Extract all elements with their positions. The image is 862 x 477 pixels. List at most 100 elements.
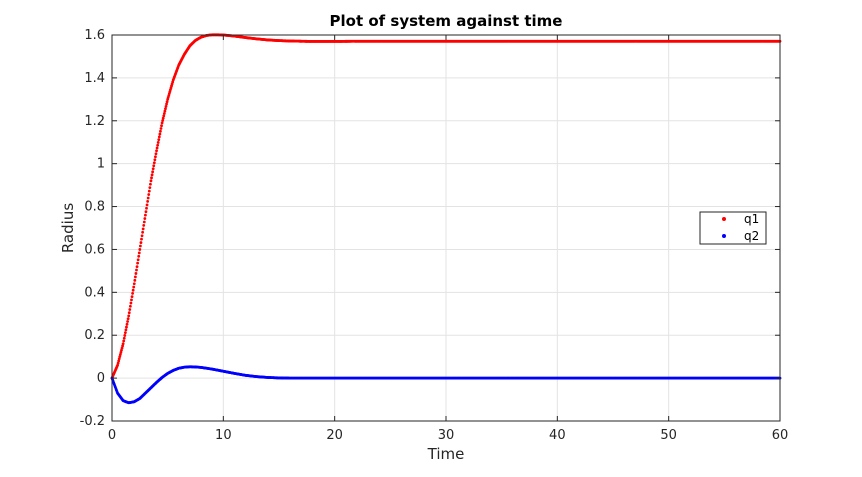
data-point-q1 <box>146 196 150 200</box>
data-point-q1 <box>138 248 142 251</box>
data-point-q1 <box>117 359 121 363</box>
series-q1 <box>110 33 782 380</box>
data-point-q1 <box>134 272 138 275</box>
data-point-q1 <box>141 227 145 231</box>
data-point-q1 <box>165 100 169 104</box>
data-point-q1 <box>142 224 146 227</box>
data-point-q1 <box>144 213 147 217</box>
x-tick-label: 50 <box>660 428 677 443</box>
data-point-q1 <box>125 322 129 326</box>
data-point-q1 <box>127 311 131 315</box>
data-point-q1 <box>131 288 135 292</box>
x-tick-label: 10 <box>215 428 232 443</box>
data-point-q1 <box>136 261 140 265</box>
data-point-q1 <box>161 116 165 120</box>
data-point-q1 <box>141 230 145 234</box>
y-tick-label: 0.4 <box>84 285 105 300</box>
x-tick-label: 20 <box>326 428 343 443</box>
data-point-q1 <box>138 244 142 248</box>
ticks: 0 10 20 30 40 50 60-0.200.20.40.60.811.21.41.6 <box>80 28 789 443</box>
legend-label-q1: q1 <box>744 212 759 226</box>
data-point-q1 <box>142 220 146 224</box>
data-point-q1 <box>120 348 123 352</box>
data-point-q1 <box>126 317 130 321</box>
data-point-q1 <box>151 167 155 171</box>
x-axis-label: Time <box>427 445 465 463</box>
data-point-q1 <box>143 217 147 220</box>
data-point-q1 <box>125 325 128 329</box>
y-tick-label: -0.2 <box>80 414 105 429</box>
data-point-q1 <box>159 127 163 130</box>
data-point-q1 <box>131 292 135 295</box>
data-point-q1 <box>128 308 132 311</box>
data-point-q1 <box>145 206 148 210</box>
y-tick-label: 0.2 <box>84 328 105 343</box>
data-point-q1 <box>151 170 155 174</box>
data-point-q1 <box>119 350 123 354</box>
data-point-q1 <box>140 237 143 241</box>
data-point-q1 <box>117 357 121 361</box>
data-point-q1 <box>152 164 156 168</box>
series-q2 <box>110 365 782 405</box>
y-tick-label: 0.6 <box>84 242 105 257</box>
data-point-q1 <box>140 234 144 238</box>
data-point-q1 <box>144 210 148 214</box>
data-point-q1 <box>162 112 166 115</box>
y-tick-label: 1.2 <box>84 114 105 129</box>
data-point-q1 <box>132 282 136 286</box>
data-point-q1 <box>133 275 137 279</box>
data-point-q1 <box>149 182 152 186</box>
y-axis-label: Radius <box>59 203 77 253</box>
data-point-q1 <box>147 189 151 193</box>
legend-box <box>699 211 767 245</box>
data-point-q1 <box>145 203 149 207</box>
x-tick-label: 60 <box>772 428 789 443</box>
data-point-q1 <box>120 346 124 350</box>
data-point-q1 <box>127 314 131 318</box>
data-point-q1 <box>130 298 133 302</box>
data-point-q1 <box>165 102 168 106</box>
y-tick-label: 0.8 <box>84 200 105 215</box>
data-point-q1 <box>148 186 152 190</box>
x-tick-label: 40 <box>549 428 566 443</box>
data-point-q1 <box>139 241 143 244</box>
data-point-q1 <box>124 328 128 332</box>
x-tick-label: 0 <box>108 428 116 443</box>
data-point-q1 <box>129 301 133 305</box>
data-point-q1 <box>157 138 161 142</box>
legend-label-q2: q2 <box>744 229 759 243</box>
data-point-q1 <box>146 200 150 203</box>
data-point-q1 <box>154 152 158 156</box>
x-tick-label: 30 <box>438 428 455 443</box>
y-tick-label: 0 <box>97 371 105 386</box>
y-tick-label: 1.4 <box>84 71 105 86</box>
data-point-q1 <box>116 363 119 367</box>
data-point-q1 <box>128 304 132 308</box>
data-point-q1 <box>135 265 139 268</box>
legend: q1 q2 <box>699 211 767 245</box>
data-point-q1 <box>164 107 167 111</box>
data-point-q1 <box>122 339 126 343</box>
data-point-q1 <box>135 268 138 272</box>
data-point-q1 <box>150 173 154 177</box>
data-point-q1 <box>121 342 125 346</box>
data-point-q1 <box>136 258 140 262</box>
data-point-q1 <box>147 193 151 196</box>
chart-title: Plot of system against time <box>330 12 563 30</box>
data-point-q1 <box>152 161 156 165</box>
data-point-q1 <box>163 109 167 113</box>
data-point-q1 <box>158 132 162 136</box>
data-point-q1 <box>123 334 127 337</box>
data-point-q1 <box>156 143 160 147</box>
data-point-q1 <box>149 179 153 183</box>
data-point-q1 <box>116 361 120 365</box>
data-point-q1 <box>153 158 157 162</box>
legend-marker-q2 <box>722 234 726 238</box>
y-tick-label: 1.6 <box>84 28 105 43</box>
data-point-q1 <box>137 251 141 255</box>
data-point-q1 <box>130 295 134 299</box>
data-point-q1 <box>155 149 158 153</box>
data-point-q1 <box>137 254 141 258</box>
